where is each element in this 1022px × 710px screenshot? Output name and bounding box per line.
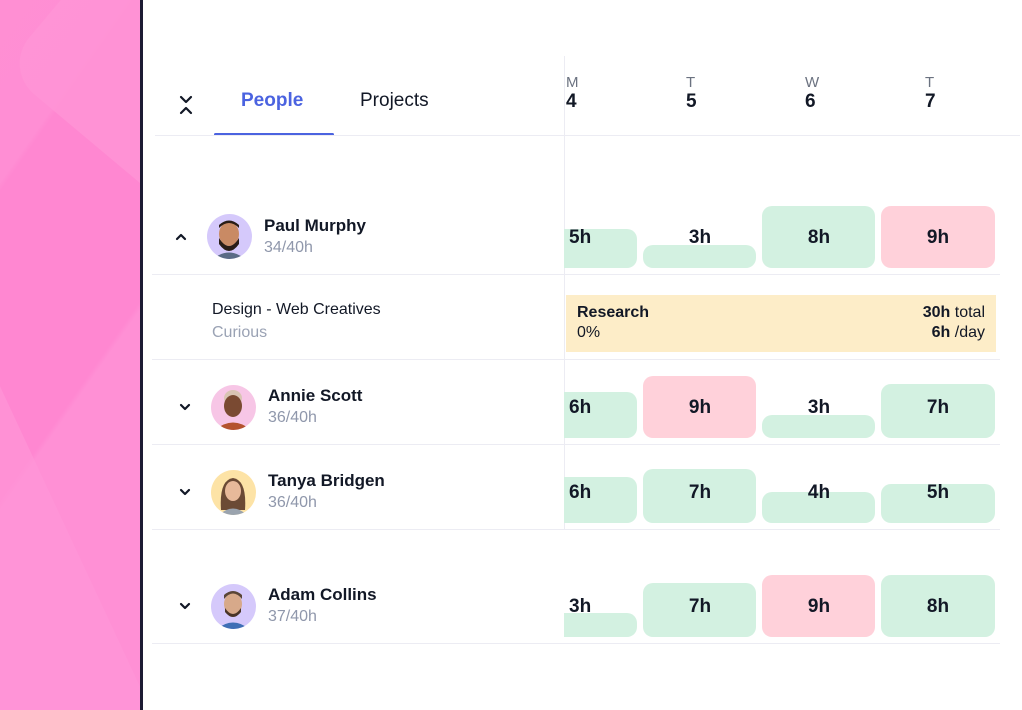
- allocation-label: 7h: [688, 596, 712, 617]
- expand-row-button[interactable]: [177, 598, 193, 614]
- expand-row-button[interactable]: [177, 399, 193, 415]
- row-divider: [152, 643, 1000, 644]
- row-divider: [152, 444, 1000, 445]
- chevron-down-icon: [179, 403, 191, 411]
- allocation-label: 9h: [807, 596, 831, 617]
- day-allocation-block[interactable]: [762, 492, 875, 523]
- day-allocation-block[interactable]: [643, 245, 756, 268]
- tab-projects[interactable]: Projects: [360, 90, 429, 111]
- collapse-all-icon: [179, 95, 193, 115]
- allocation-label: 3h: [569, 596, 592, 617]
- per-day-hours: 6h: [931, 324, 951, 341]
- allocation-label: 5h: [569, 227, 592, 248]
- per-day-unit: /day: [950, 324, 985, 341]
- day-allocation-block[interactable]: [564, 613, 637, 637]
- day-allocation-block[interactable]: [881, 575, 995, 637]
- person-hours: 36/40h: [268, 409, 317, 426]
- person-hours: 36/40h: [268, 494, 317, 511]
- allocation-label: 7h: [926, 397, 950, 418]
- tab-people[interactable]: People: [241, 90, 304, 111]
- assignment-total: 30h total: [923, 304, 985, 322]
- day-number: 6: [805, 91, 816, 112]
- person-name[interactable]: Paul Murphy: [264, 216, 367, 235]
- person-name[interactable]: Annie Scott: [268, 386, 363, 405]
- day-of-week: T: [925, 74, 935, 91]
- project-client: Curious: [212, 324, 268, 341]
- allocation-label: 4h: [807, 482, 831, 503]
- column-divider: [564, 56, 565, 530]
- day-allocation-block[interactable]: [643, 583, 756, 637]
- avatar: [211, 584, 256, 629]
- allocation-label: 7h: [688, 482, 712, 503]
- day-number: 5: [686, 91, 697, 112]
- active-tab-indicator: [214, 133, 334, 136]
- allocation-label: 9h: [926, 227, 950, 248]
- day-allocation-block[interactable]: [564, 477, 637, 523]
- allocation-label: 8h: [926, 596, 950, 617]
- allocation-label: 3h: [807, 397, 831, 418]
- chevron-down-icon: [179, 488, 191, 496]
- chevron-up-icon: [175, 233, 187, 241]
- row-divider: [152, 529, 1000, 530]
- assignment-progress: 0%: [577, 324, 601, 341]
- day-header: M 4: [566, 74, 579, 113]
- day-allocation-block[interactable]: [881, 384, 995, 438]
- total-hours: 30h: [922, 304, 951, 321]
- decorative-side-panel: [0, 0, 141, 710]
- assignment-title: Research: [577, 304, 650, 321]
- day-allocation-block[interactable]: [564, 392, 637, 438]
- allocation-label: 6h: [569, 397, 592, 418]
- header-divider: [155, 135, 1020, 136]
- row-divider: [152, 274, 1000, 275]
- person-name[interactable]: Tanya Bridgen: [268, 471, 385, 490]
- day-of-week: T: [686, 74, 696, 91]
- day-allocation-block[interactable]: [762, 206, 875, 268]
- collapse-row-button[interactable]: [173, 229, 189, 245]
- day-allocation-block[interactable]: [643, 469, 756, 523]
- person-hours: 34/40h: [264, 239, 313, 256]
- avatar: [207, 214, 252, 259]
- day-allocation-block[interactable]: [762, 575, 875, 637]
- chevron-down-icon: [179, 602, 191, 610]
- row-divider: [152, 359, 1000, 360]
- day-allocation-block[interactable]: [643, 376, 756, 438]
- avatar: [211, 470, 256, 515]
- total-unit: total: [950, 304, 985, 321]
- day-allocation-block[interactable]: [881, 484, 995, 523]
- day-of-week: M: [566, 74, 579, 91]
- allocation-label: 6h: [569, 482, 592, 503]
- day-header: T 7: [925, 74, 936, 113]
- day-allocation-block[interactable]: [881, 206, 995, 268]
- day-allocation-block[interactable]: [564, 229, 637, 268]
- avatar: [211, 385, 256, 430]
- panel-divider: [140, 0, 143, 710]
- person-hours: 37/40h: [268, 608, 317, 625]
- expand-row-button[interactable]: [177, 484, 193, 500]
- person-name[interactable]: Adam Collins: [268, 585, 377, 604]
- day-number: 4: [566, 91, 577, 112]
- allocation-label: 5h: [926, 482, 950, 503]
- day-allocation-block[interactable]: [762, 415, 875, 438]
- day-header: T 5: [686, 74, 697, 113]
- allocation-label: 9h: [688, 397, 712, 418]
- assignment-bar[interactable]: Research 0% 30h total 6h /day: [566, 295, 996, 352]
- allocation-label: 8h: [807, 227, 831, 248]
- collapse-all-button[interactable]: [176, 94, 196, 116]
- day-header: W 6: [805, 74, 819, 113]
- day-number: 7: [925, 91, 936, 112]
- assignment-per-day: 6h /day: [932, 324, 985, 342]
- day-of-week: W: [805, 74, 820, 91]
- allocation-label: 3h: [688, 227, 712, 248]
- project-name[interactable]: Design - Web Creatives: [212, 301, 381, 318]
